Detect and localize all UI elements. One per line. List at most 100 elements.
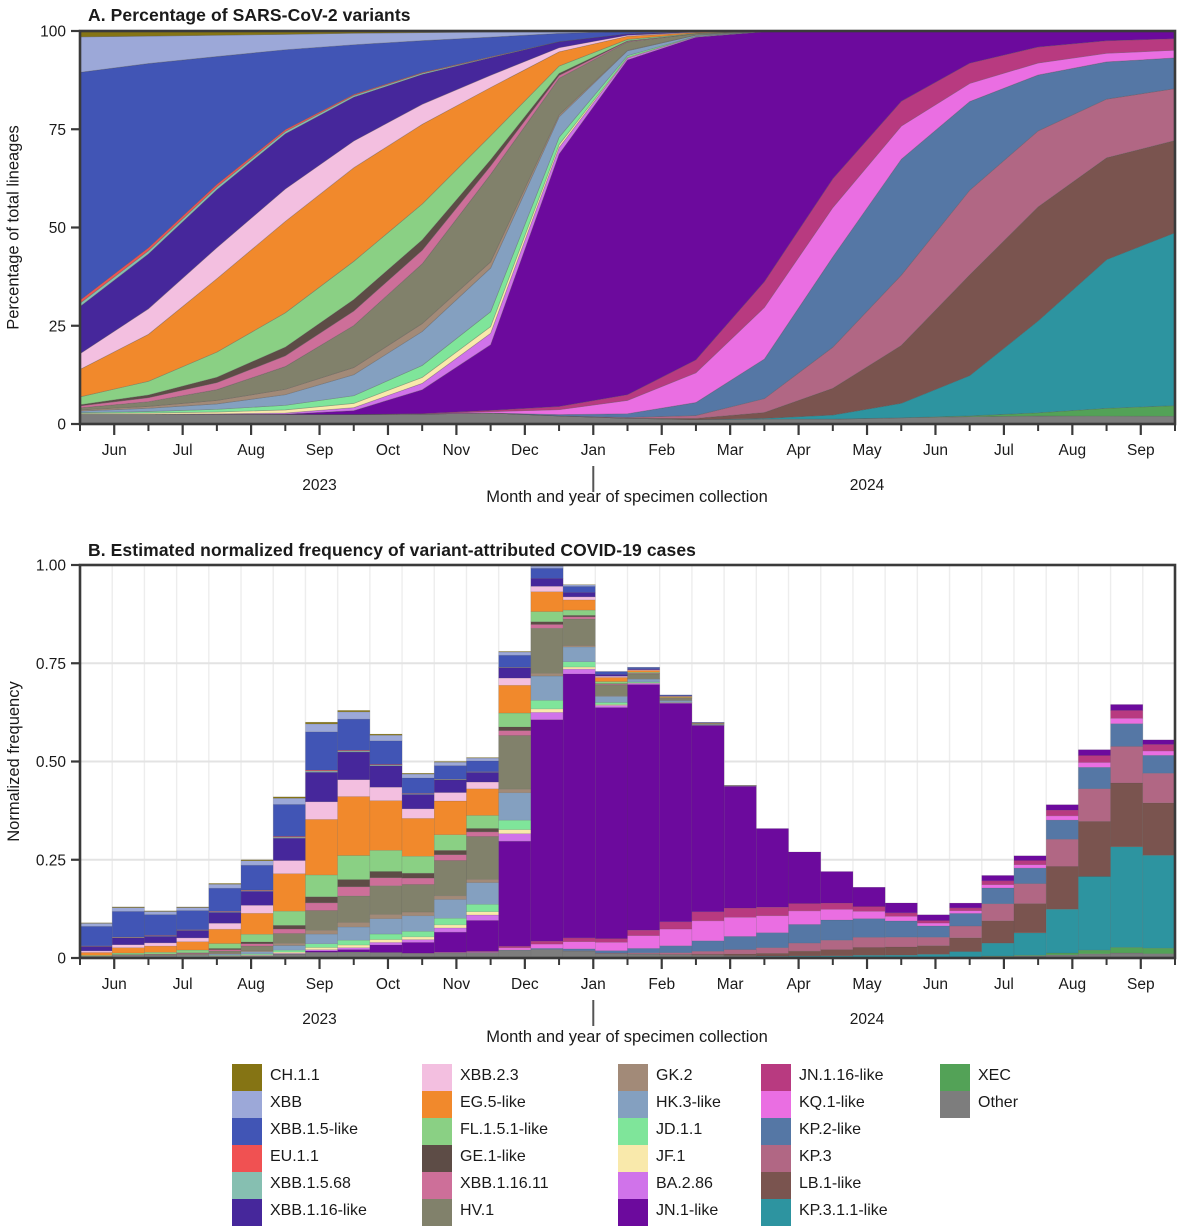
bar-segment-XBB.1.16-like [144, 935, 177, 944]
bar-segment-JN.1-like [1013, 855, 1047, 861]
bar-segment-JN.1-like [466, 920, 499, 952]
bar-segment-XBB [144, 911, 177, 915]
legend-swatch-LB.1-like [761, 1172, 791, 1199]
legend-swatch-Other [940, 1091, 970, 1118]
bar-segment-KQ.1-like [659, 928, 693, 947]
bar-segment-XEC [1045, 952, 1079, 956]
bar-segment-XBB.1.16.11 [498, 730, 532, 736]
legend-swatch-HV.1 [422, 1199, 452, 1226]
bar-segment-KP.2-like [981, 887, 1015, 905]
bar-segment-XBB [498, 651, 532, 656]
x-axis-month-label: Sep [306, 442, 334, 459]
bar-segment-BA.2.86 [562, 668, 596, 675]
legend-swatch-KQ.1-like [761, 1091, 791, 1118]
bar-segment-JN.1-like [691, 725, 725, 913]
x-axis-month-label: Aug [1059, 442, 1087, 459]
bar-segment-CH.1.1 [240, 859, 274, 861]
bar-segment-XBB [111, 907, 145, 912]
bar-segment-JF.1 [305, 947, 338, 950]
bar-segment-BA.2.86 [627, 683, 660, 685]
legend-label: BA.2.86 [656, 1175, 713, 1192]
x-axis-month-label: Aug [237, 976, 265, 993]
bar-segment-JN.1.16-like [1078, 755, 1111, 763]
bar-segment-XBB [240, 860, 274, 866]
bar-halfmonth-9 [369, 733, 403, 959]
bar-segment-KP.3.1.1-like [1078, 876, 1111, 951]
bar-halfmonth-30 [1045, 804, 1079, 959]
bar-segment-XBB [466, 757, 499, 762]
bar-segment-JN.1-like [884, 902, 918, 914]
bar-segment-KP.3.1.1-like [1045, 908, 1079, 954]
bar-segment-CH.1.1 [176, 906, 210, 908]
bar-segment-XBB.1.5-like [144, 914, 177, 936]
bar-segment-GK.2 [369, 914, 403, 919]
bar-segment-JN.1-like [1110, 704, 1144, 711]
bar-segment-KP.2-like [1013, 867, 1047, 884]
bar-segment-HK.3-like [369, 918, 403, 935]
y-axis-tick-label: 1.00 [36, 558, 67, 575]
bar-segment-KP.3 [691, 951, 725, 955]
bar-segment-EG.5-like [498, 684, 532, 714]
bar-segment-KQ.1-like [884, 916, 918, 922]
legend-swatch-JD.1.1 [618, 1118, 648, 1145]
bar-segment-HK.3-like [305, 933, 338, 945]
legend-swatch-FL.1.5.1-like [422, 1118, 452, 1145]
bar-segment-KQ.1-like [756, 915, 789, 933]
x-axis-month-label: Nov [443, 442, 471, 459]
bar-segment-JN.1-like [595, 707, 628, 939]
bar-segment-EG.5-like [240, 912, 274, 935]
bar-segment-XBB.1.16.11 [466, 831, 499, 837]
year-label: 2024 [850, 1011, 885, 1028]
bar-segment-XBB.1.5-like [595, 671, 628, 675]
bar-segment-HK.3-like [466, 882, 499, 905]
legend-label: XBB.1.5.68 [270, 1175, 351, 1192]
bar-segment-JF.1 [401, 936, 435, 940]
bar-segment-JN.1.16-like [756, 906, 789, 917]
bar-segment-BA.2.86 [498, 833, 532, 842]
bar-halfmonth-11 [434, 761, 467, 959]
bar-segment-EG.5-like [401, 818, 435, 857]
bar-segment-BA.2.86 [659, 702, 693, 704]
bar-segment-JF.1 [530, 708, 564, 713]
legend-swatch-XBB.1.5.68 [232, 1172, 262, 1199]
bar-segment-FL.1.5.1-like [498, 712, 532, 728]
bar-segment-HK.3-like [240, 951, 274, 955]
x-axis-month-label: Jan [581, 976, 606, 993]
bar-segment-LB.1-like [820, 949, 854, 957]
bar-segment-HV.1 [659, 697, 693, 701]
y-axis-tick-label: 0 [57, 417, 66, 434]
bar-segment-FL.1.5.1-like [208, 943, 242, 949]
bar-segment-XBB.2.3 [337, 779, 371, 797]
bar-segment-JN.1.16-like [852, 906, 886, 912]
bar-segment-KP.2-like [1078, 767, 1111, 789]
bar-segment-JD.1.1 [562, 661, 596, 668]
bar-segment-XBB.1.16-like [434, 779, 467, 793]
bar-halfmonth-4 [208, 883, 242, 959]
bar-halfmonth-15 [562, 584, 596, 959]
legend-label: LB.1-like [799, 1175, 862, 1192]
bar-segment-KQ.1-like [820, 909, 854, 921]
bar-segment-JN.1.16-like [530, 940, 564, 945]
bar-segment-XBB [595, 670, 628, 672]
legend-swatch-GE.1-like [422, 1145, 452, 1172]
bar-segment-HV.1 [434, 860, 467, 897]
bar-segment-GK.2 [305, 930, 338, 935]
bar-segment-JN.1.16-like [659, 921, 693, 930]
bar-segment-KQ.1-like [1110, 718, 1144, 724]
bar-segment-KQ.1-like [981, 884, 1015, 889]
bar-segment-KP.2-like [820, 919, 854, 941]
bar-segment-FL.1.5.1-like [595, 681, 628, 684]
bar-segment-XBB.1.5-like [337, 718, 371, 751]
bar-segment-BA.2.86 [337, 947, 371, 950]
bar-segment-HV.1 [272, 933, 306, 944]
bar-segment-KP.3 [788, 942, 821, 952]
bar-segment-JN.1-like [1078, 749, 1111, 756]
legend-swatch-KP.3 [761, 1145, 791, 1172]
bar-segment-JN.1-like [369, 944, 403, 953]
bar-halfmonth-12 [466, 757, 499, 959]
legend-label: GK.2 [656, 1067, 693, 1084]
bar-halfmonth-27 [949, 902, 983, 959]
bar-segment-CH.1.1 [434, 761, 467, 763]
bar-segment-JN.1-like [723, 786, 757, 909]
bar-segment-HV.1 [466, 836, 499, 880]
